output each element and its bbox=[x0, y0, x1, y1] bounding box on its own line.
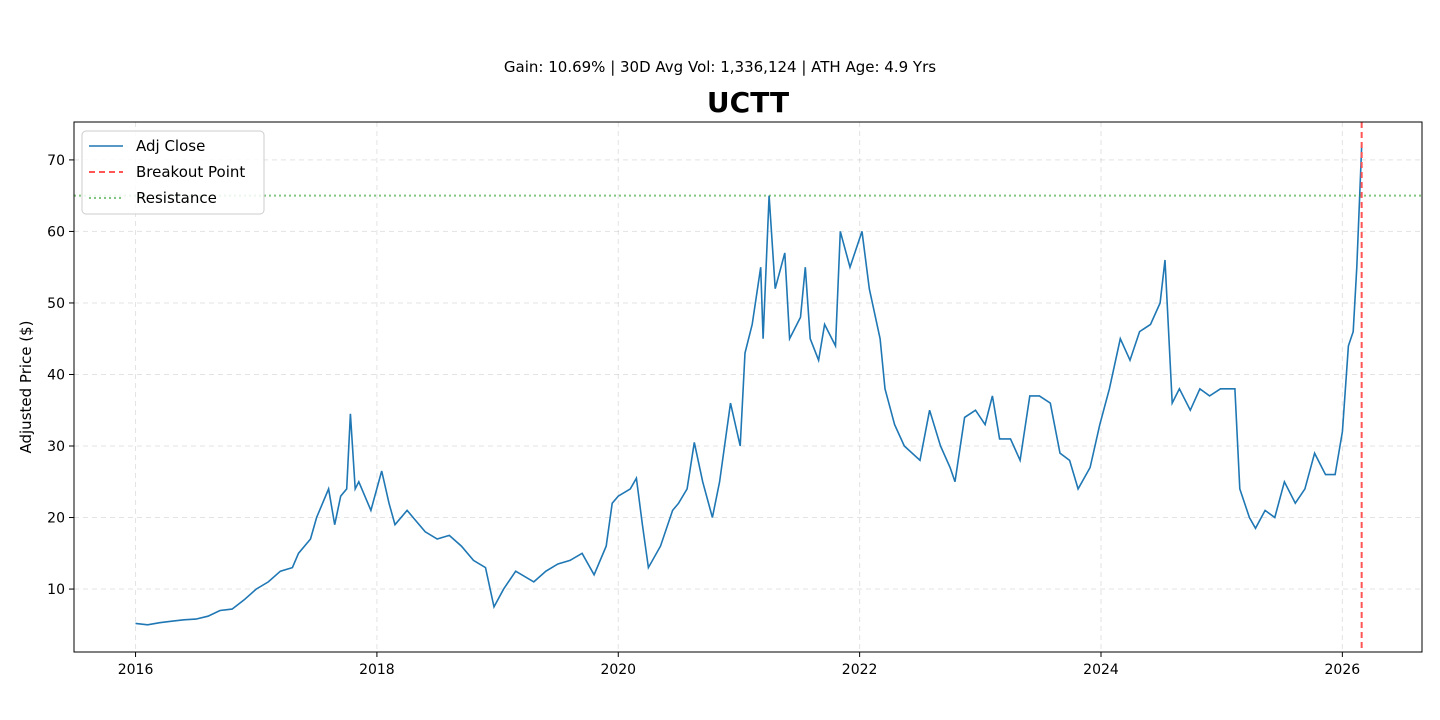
x-tick-label: 2018 bbox=[359, 662, 395, 678]
legend-label-breakout: Breakout Point bbox=[136, 163, 245, 181]
grid bbox=[74, 122, 1422, 652]
y-axis: 10 20 30 40 50 60 70 bbox=[47, 153, 74, 598]
legend: Adj Close Breakout Point Resistance bbox=[81, 130, 265, 215]
plot-frame bbox=[73, 121, 1423, 653]
y-tick-label: 70 bbox=[47, 153, 65, 169]
y-tick-label: 10 bbox=[47, 582, 65, 598]
legend-label-resistance: Resistance bbox=[136, 189, 217, 207]
legend-label-adj-close: Adj Close bbox=[136, 137, 205, 155]
y-tick-label: 50 bbox=[47, 296, 65, 312]
x-tick-label: 2022 bbox=[842, 662, 878, 678]
y-tick-label: 20 bbox=[47, 511, 65, 527]
y-tick-label: 60 bbox=[47, 224, 65, 240]
y-tick-label: 40 bbox=[47, 367, 65, 383]
y-tick-label: 30 bbox=[47, 439, 65, 455]
x-axis: 2016 2018 2020 2022 2024 2026 bbox=[118, 652, 1361, 678]
x-tick-label: 2020 bbox=[600, 662, 636, 678]
x-tick-label: 2024 bbox=[1083, 662, 1119, 678]
x-tick-label: 2016 bbox=[118, 662, 154, 678]
x-tick-label: 2026 bbox=[1325, 662, 1361, 678]
chart-title: UCTT bbox=[707, 86, 789, 119]
y-axis-label: Adjusted Price ($) bbox=[17, 320, 35, 453]
chart-subtitle: Gain: 10.69% | 30D Avg Vol: 1,336,124 | … bbox=[504, 58, 936, 76]
